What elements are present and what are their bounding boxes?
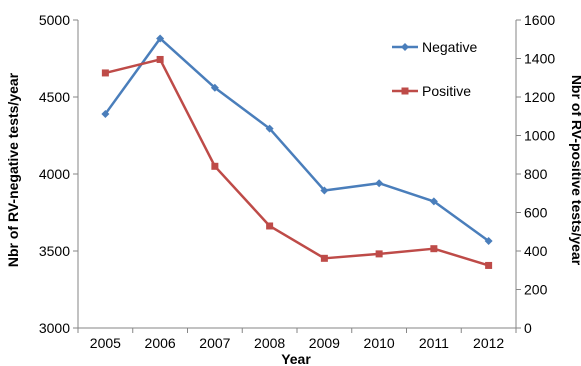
legend-item-positive: Positive <box>392 83 471 99</box>
x-tick-label: 2011 <box>419 335 449 351</box>
y-left-tick-label: 3500 <box>39 243 70 259</box>
legend-label: Negative <box>422 39 477 55</box>
series-line-positive <box>105 58 489 267</box>
data-point <box>484 236 493 245</box>
y-right-tick-label: 800 <box>524 166 548 182</box>
data-point <box>101 109 110 118</box>
y-right-tick-label: 1000 <box>524 128 555 144</box>
y-axis-left-title: Nbr of RV-negative tests/year <box>5 72 21 267</box>
y-right-tick-label: 1200 <box>524 89 555 105</box>
series-positive <box>101 55 493 269</box>
legend-marker <box>401 43 409 51</box>
data-point <box>156 34 165 43</box>
x-tick-label: 2006 <box>145 335 176 351</box>
data-point <box>429 197 438 206</box>
series-layer <box>101 34 493 269</box>
axes <box>73 19 521 333</box>
y-right-tick-label: 0 <box>524 320 532 336</box>
y-right-tick-label: 600 <box>524 205 548 221</box>
data-point <box>210 83 219 92</box>
legend-item-negative: Negative <box>392 39 477 55</box>
y-left-tick-label: 5000 <box>39 12 70 28</box>
series-line-negative <box>104 37 490 243</box>
data-point <box>320 254 328 262</box>
x-tick-label: 2005 <box>90 335 121 351</box>
tick-labels: 3000 3500 4000 4500 5000 0 200 400 600 800 1000 120… <box>39 12 556 351</box>
data-point <box>156 55 164 63</box>
legend-marker <box>401 87 409 95</box>
y-right-tick-label: 1600 <box>524 12 555 28</box>
y-right-tick-label: 200 <box>524 282 548 298</box>
x-tick-label: 2010 <box>364 335 395 351</box>
data-point <box>265 124 274 133</box>
data-point <box>266 222 274 230</box>
series-negative <box>101 34 493 245</box>
data-point <box>375 179 384 188</box>
y-left-tick-label: 3000 <box>39 320 70 336</box>
data-point <box>320 186 329 195</box>
x-axis-title: Year <box>281 351 311 366</box>
y-right-tick-label: 400 <box>524 243 548 259</box>
legend: Negative Positive <box>392 39 477 99</box>
y-left-tick-label: 4000 <box>39 166 70 182</box>
data-point <box>211 162 219 170</box>
x-tick-label: 2012 <box>473 335 504 351</box>
data-point <box>430 245 438 253</box>
y-left-tick-label: 4500 <box>39 89 70 105</box>
data-point <box>101 69 109 77</box>
legend-label: Positive <box>422 83 471 99</box>
x-tick-label: 2008 <box>254 335 285 351</box>
y-axis-right-title: Nbr of RV-positive tests/year <box>569 75 581 266</box>
x-tick-label: 2009 <box>309 335 340 351</box>
data-point <box>485 261 493 269</box>
data-point <box>375 250 383 258</box>
x-tick-label: 2007 <box>199 335 230 351</box>
y-right-tick-label: 1400 <box>524 51 555 67</box>
